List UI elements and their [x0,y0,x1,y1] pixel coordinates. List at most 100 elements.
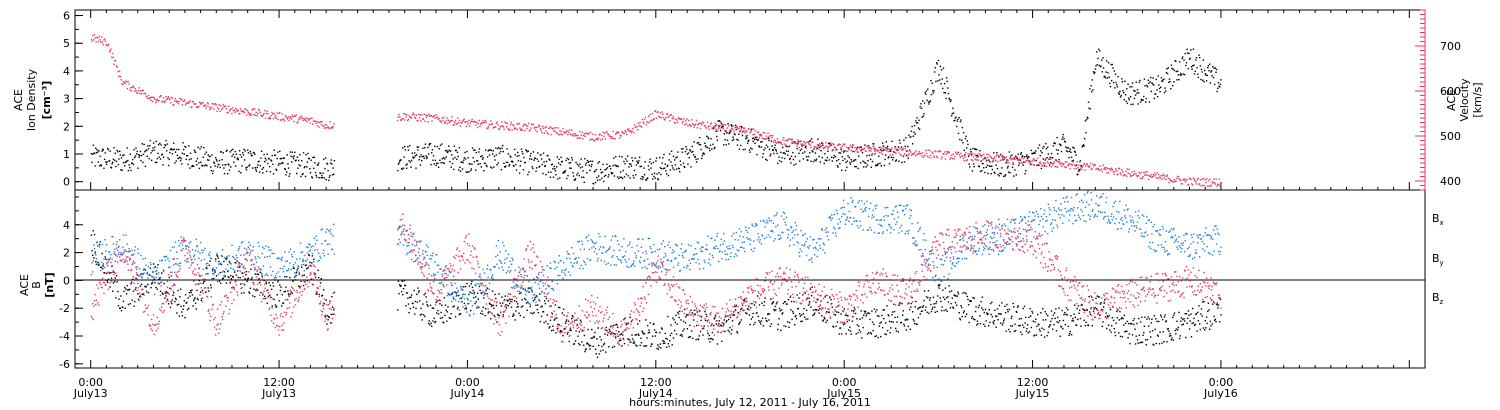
density-series-point [1127,83,1129,85]
velocity-axis-title-line2: Velocity [1458,78,1471,122]
velocity-series-point [706,127,708,129]
velocity-series-point [493,126,495,128]
velocity-series-point [699,127,702,130]
velocity-series-point [863,147,866,149]
velocity-series-point [233,109,235,111]
density-series-point [679,171,681,173]
density-series-point [280,163,282,165]
velocity-series-point [91,40,93,42]
velocity-series-point [940,158,943,160]
density-series-point [566,177,568,180]
density-series-point [691,151,693,153]
density-series-point [975,154,977,157]
bx-series-point [130,283,132,285]
velocity-series-point [124,82,126,85]
bx-series-point [1114,334,1117,337]
velocity-series-point [1048,158,1050,160]
velocity-series-point [260,114,262,117]
velocity-series-point [598,134,600,136]
density-series-point [221,164,224,166]
velocity-series-point [1210,184,1213,187]
velocity-series-point [515,128,517,130]
bx-series-point [1087,324,1090,327]
velocity-series-point [903,155,905,157]
bx-series-point [517,305,520,308]
velocity-series-point [993,157,995,160]
bx-series-point [858,329,860,331]
bx-series-point [660,327,663,329]
velocity-series-point [523,123,525,126]
bx-series-point [161,292,164,294]
bx-series-point [318,293,320,296]
bx-series-point [860,310,862,312]
bx-series-point [523,316,525,318]
bx-series-point [525,299,527,301]
bx-series-point [669,334,671,337]
velocity-series-point [422,118,425,120]
density-series-point [800,140,802,142]
bx-series-point [479,289,481,292]
velocity-series-point [447,123,449,125]
velocity-series-point [221,107,224,109]
velocity-series-point [259,111,261,114]
velocity-series-point [1199,183,1201,185]
bx-series-point [1039,330,1041,332]
density-series-point [490,166,492,168]
density-series-point [1042,147,1044,149]
velocity-series-point [195,103,197,105]
bx-series-point [237,270,239,272]
velocity-series-point [180,98,182,100]
velocity-series-point [499,126,501,128]
velocity-series-point [637,122,640,125]
density-series-point [234,150,236,153]
density-series-point [933,90,935,92]
bx-series-point [868,332,870,334]
velocity-series-point [557,127,560,129]
velocity-series-point [137,90,140,92]
bx-series-point [692,319,695,321]
velocity-series-point [421,118,424,120]
density-series-point [258,160,260,162]
velocity-series-point [1091,167,1093,170]
velocity-series-point [984,156,987,158]
velocity-series-point [297,121,299,123]
density-series-point [1052,145,1055,147]
velocity-series-point [945,153,947,155]
bx-series-point [752,312,754,315]
bx-series-point [434,321,436,324]
density-series-point [1080,165,1083,167]
velocity-series-point [172,104,174,106]
bx-series-point [566,333,569,335]
velocity-series-point [487,127,489,130]
velocity-series-point [1164,175,1166,177]
bx-series-point [588,343,590,345]
density-series-point [1087,101,1090,103]
density-series-point [247,149,249,151]
bx-series-point [449,317,452,319]
density-series-point [466,150,468,153]
b-axis-title-line3: [nT] [43,272,56,297]
bx-series-point [753,304,756,306]
density-series-point [682,148,684,150]
density-series-point [919,106,921,108]
bx-series-point [658,346,660,348]
density-series-point [599,168,602,171]
velocity-series-point [1037,157,1039,159]
bx-series-point [229,281,231,284]
bx-series-point [891,314,893,316]
bx-series-point [427,322,430,325]
bx-series-point [724,330,726,333]
velocity-series-point [194,103,196,105]
density-series-point [1062,133,1065,136]
density-series-point [284,168,287,171]
density-series-point [184,146,187,148]
velocity-series-point [928,156,930,158]
velocity-series-point [458,119,461,122]
density-series-point [147,148,150,150]
density-series-point [911,125,913,128]
velocity-series-point [129,89,131,91]
density-series-point [306,161,309,163]
bx-series-point [835,325,837,327]
bx-series-point [1116,310,1118,313]
density-series-point [501,147,503,149]
